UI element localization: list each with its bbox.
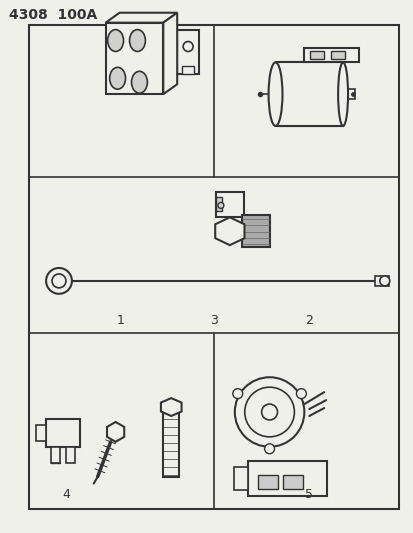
Bar (51, 447, 60, 463)
Ellipse shape (107, 30, 123, 52)
Bar (163, 407, 179, 477)
Ellipse shape (129, 30, 145, 52)
Circle shape (379, 276, 389, 286)
Text: 5: 5 (304, 488, 313, 502)
Text: 4: 4 (62, 488, 70, 502)
Bar (113, 71, 121, 85)
Bar (182, 66, 194, 74)
Bar (310, 52, 323, 59)
Text: 3: 3 (209, 313, 217, 327)
Bar (304, 49, 358, 62)
Ellipse shape (268, 62, 282, 126)
Bar (216, 191, 243, 217)
Bar (241, 215, 269, 247)
Polygon shape (161, 398, 181, 416)
Bar (135, 75, 143, 89)
Bar (247, 461, 326, 496)
Bar (275, 62, 342, 126)
Text: 1: 1 (116, 313, 124, 327)
Bar (233, 467, 247, 490)
Circle shape (261, 404, 277, 420)
Polygon shape (163, 13, 177, 94)
Circle shape (296, 389, 306, 399)
Bar (29, 25, 398, 510)
Polygon shape (107, 422, 124, 442)
Circle shape (232, 389, 242, 399)
Bar (374, 276, 388, 286)
Polygon shape (105, 13, 177, 22)
Bar (36, 425, 46, 441)
Polygon shape (215, 217, 244, 245)
Bar (177, 30, 199, 74)
Circle shape (217, 203, 223, 208)
Bar (112, 34, 119, 47)
Text: 2: 2 (305, 313, 313, 327)
Ellipse shape (131, 71, 147, 93)
Bar (344, 89, 354, 99)
Circle shape (46, 268, 72, 294)
Circle shape (52, 274, 66, 288)
Ellipse shape (109, 67, 125, 89)
Bar (330, 52, 344, 59)
Bar (216, 197, 221, 212)
Ellipse shape (337, 62, 347, 126)
Bar (105, 22, 163, 94)
Bar (257, 474, 277, 489)
Bar (283, 474, 303, 489)
Circle shape (264, 444, 274, 454)
Bar (275, 62, 342, 126)
Bar (133, 34, 141, 47)
Circle shape (183, 42, 192, 52)
Circle shape (234, 377, 304, 447)
Bar (46, 419, 80, 447)
Bar (66, 447, 75, 463)
Text: 4308  100A: 4308 100A (9, 8, 97, 22)
Circle shape (244, 387, 294, 437)
